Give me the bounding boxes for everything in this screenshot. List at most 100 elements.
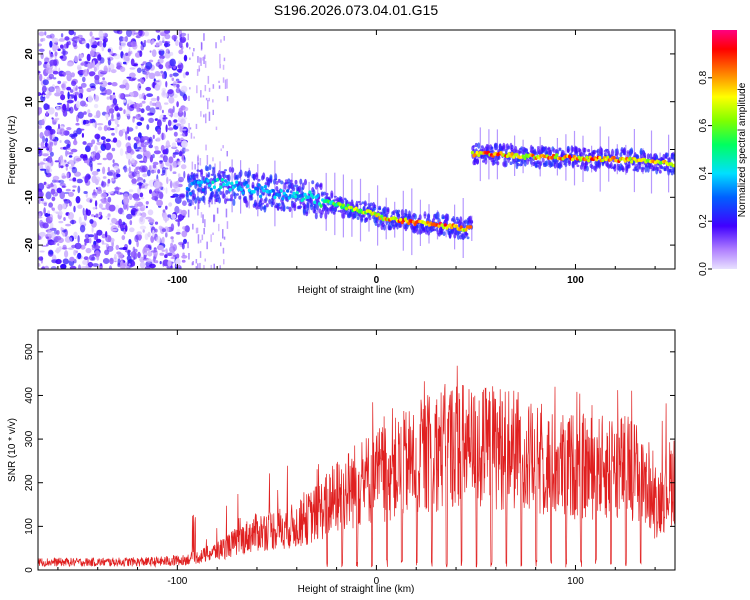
ridge-halo [296,197,300,201]
noise-cell [79,128,85,131]
ridge-halo [219,182,223,187]
noise-cell [78,87,84,95]
noise-cell [121,235,126,241]
noise-cell [62,81,68,84]
noise-cell [130,209,136,216]
ridge-cell [290,194,294,199]
noise-cell [107,120,112,126]
noise-cell [199,57,201,64]
noise-cell [200,41,203,51]
ridge-halo [224,169,227,172]
noise-cell [175,123,182,127]
noise-cell [48,73,54,80]
noise-cell [95,207,98,210]
noise-cell [45,125,52,131]
noise-cell [145,248,151,252]
ridge-halo [188,182,192,189]
noise-cell [143,155,148,164]
ridge-halo [639,148,643,156]
noise-cell [143,31,150,37]
noise-cell [181,254,188,259]
noise-cell [80,62,85,66]
noise-cell [146,124,150,130]
noise-cell [62,103,67,111]
noise-cell [65,188,71,192]
noise-cell [45,148,50,151]
noise-cell [72,185,77,188]
noise-cell [167,252,173,257]
colorbar-tick-label: 0.8 [698,70,709,84]
noise-cell [169,180,173,189]
noise-cell [207,200,210,205]
noise-cell [70,148,78,153]
noise-cell [128,189,134,193]
ridge-halo [510,144,514,150]
noise-cell [58,156,64,164]
ridge-halo [208,164,212,171]
noise-cell [142,136,149,141]
noise-cell [170,213,177,220]
noise-cell [89,199,93,203]
noise-cell [123,109,126,115]
noise-cell [154,260,159,264]
ridge-halo [396,221,399,230]
noise-cell [88,234,95,238]
noise-cell [167,260,172,267]
noise-cell [93,66,97,73]
noise-cell [39,219,44,227]
noise-cell [91,139,96,145]
noise-cell [111,177,115,182]
noise-cell [148,59,154,63]
noise-cell [157,128,161,135]
noise-cell [128,263,131,266]
ridge-cell [407,221,411,226]
noise-cell [91,44,98,49]
noise-cell [44,265,49,269]
ridge-halo [570,153,574,158]
noise-cell [129,220,133,226]
noise-cell [165,168,168,177]
noise-cell [182,252,185,256]
noise-cell [195,123,198,129]
noise-cell [107,57,111,66]
ridge-halo [636,154,640,160]
noise-cell [46,34,53,39]
noise-cell [129,227,135,233]
y-tick-label: 100 [24,518,35,535]
noise-cell [122,99,127,103]
ridge-halo [320,191,324,195]
noise-cell [136,67,142,74]
ridge-streak [231,159,233,213]
noise-cell [43,158,48,162]
noise-cell [43,207,46,215]
noise-cell [103,189,106,193]
noise-cell [119,262,126,269]
noise-cell [92,253,97,256]
noise-cell [87,95,93,103]
ridge-halo [226,198,230,202]
noise-cell [105,111,109,115]
noise-cell [182,72,186,79]
ridge-halo [585,165,589,172]
ridge-halo [363,202,367,207]
noise-cell [96,255,100,261]
noise-cell [146,93,154,97]
ridge-cell [612,155,616,160]
noise-cell [100,192,108,198]
noise-cell [98,211,103,216]
ridge-cell [349,205,353,210]
noise-cell [160,70,164,74]
ridge-cell [319,204,323,208]
x-tick-label: 100 [567,275,584,286]
noise-cell [145,201,149,205]
noise-cell [86,142,93,148]
ridge-halo [442,231,446,237]
noise-cell [125,249,132,253]
noise-cell [75,250,79,254]
noise-cell [210,264,212,269]
noise-cell [85,43,90,49]
noise-cell [62,244,67,250]
noise-cell [133,197,141,201]
ridge-halo [210,191,214,198]
